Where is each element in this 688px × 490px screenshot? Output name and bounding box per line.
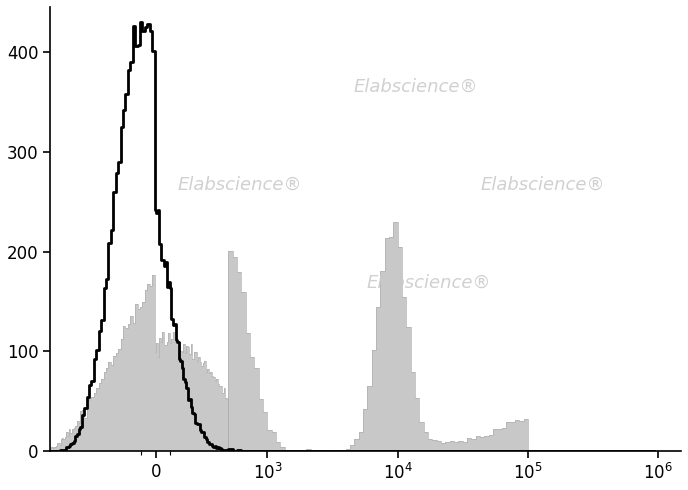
- Text: Elabscience®: Elabscience®: [354, 78, 478, 96]
- Text: Elabscience®: Elabscience®: [178, 175, 302, 194]
- Text: Elabscience®: Elabscience®: [480, 175, 605, 194]
- Text: Elabscience®: Elabscience®: [367, 273, 491, 292]
